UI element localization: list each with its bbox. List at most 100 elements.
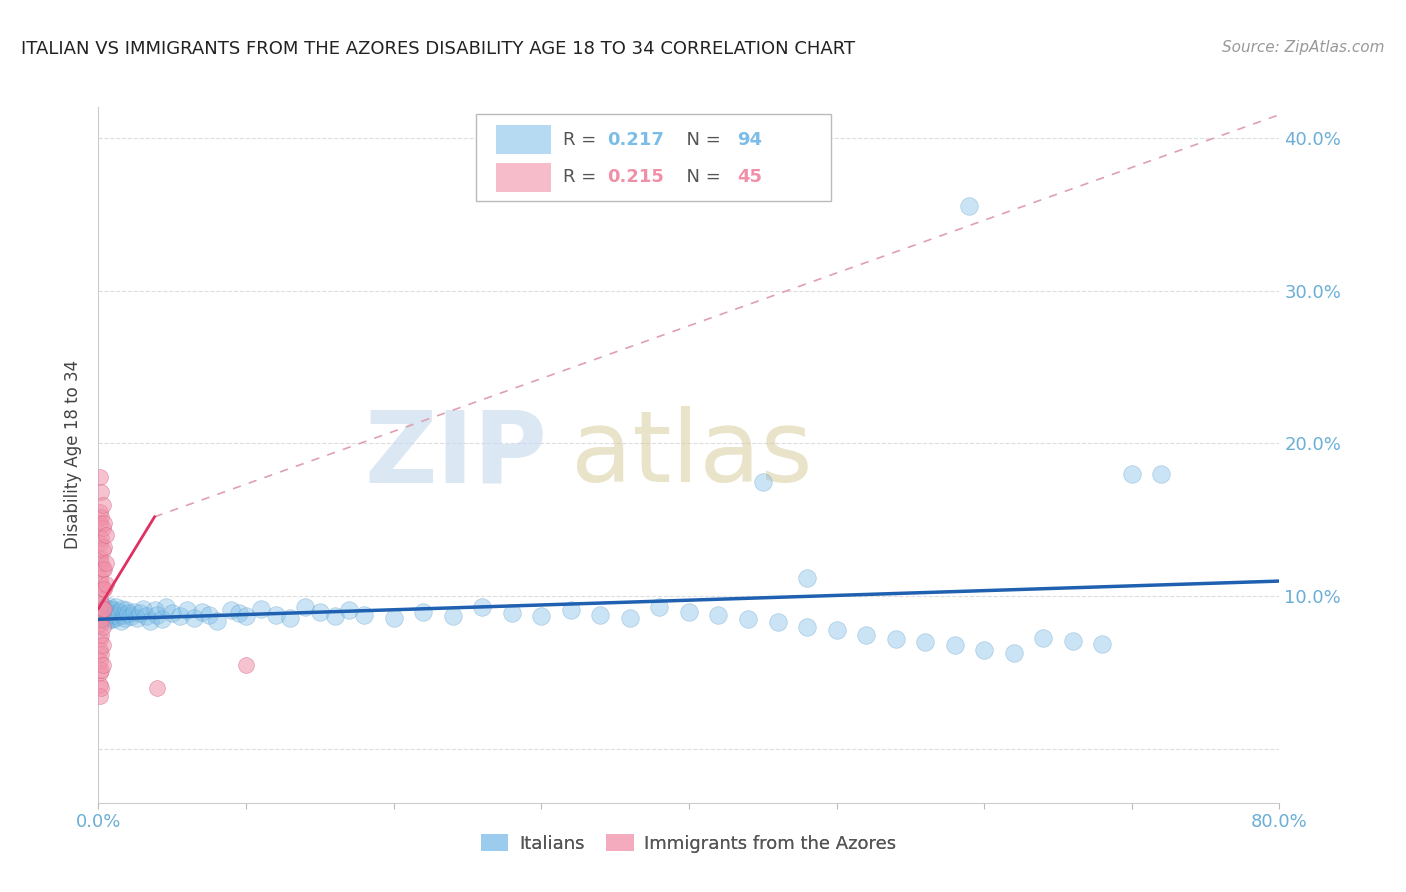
Point <box>339 603 361 617</box>
Point <box>89 689 111 703</box>
Point <box>89 678 111 692</box>
Point <box>943 638 966 652</box>
Point <box>264 607 287 622</box>
Point <box>1150 467 1173 481</box>
Point <box>91 562 114 576</box>
Text: Source: ZipAtlas.com: Source: ZipAtlas.com <box>1222 40 1385 55</box>
Point <box>89 609 111 624</box>
Point <box>250 601 273 615</box>
Point <box>90 485 112 500</box>
Point <box>155 600 177 615</box>
Point <box>205 614 228 628</box>
Point <box>94 603 117 617</box>
Point <box>1002 646 1025 660</box>
Point <box>191 605 214 619</box>
Point <box>105 600 128 615</box>
Text: ITALIAN VS IMMIGRANTS FROM THE AZORES DISABILITY AGE 18 TO 34 CORRELATION CHART: ITALIAN VS IMMIGRANTS FROM THE AZORES DI… <box>21 40 855 58</box>
Text: 45: 45 <box>737 169 762 186</box>
Point <box>110 614 132 628</box>
Point <box>914 635 936 649</box>
Point <box>89 607 111 622</box>
Point <box>973 643 995 657</box>
Point <box>855 627 877 641</box>
Point <box>530 609 553 624</box>
Point <box>120 609 142 624</box>
Point <box>353 607 375 622</box>
Point <box>89 516 111 530</box>
Point <box>162 606 183 620</box>
Point <box>678 605 700 619</box>
Point <box>112 607 135 622</box>
Point <box>825 623 848 637</box>
Point <box>884 632 907 647</box>
Text: 0.215: 0.215 <box>607 169 664 186</box>
Point <box>89 505 111 519</box>
Point <box>235 658 257 673</box>
Point <box>560 603 582 617</box>
Point <box>100 606 122 620</box>
Point <box>221 603 243 617</box>
Point <box>132 601 155 615</box>
Point <box>91 620 114 634</box>
Point <box>90 556 112 570</box>
Point <box>1121 467 1143 481</box>
Point <box>737 612 759 626</box>
Point <box>93 562 115 576</box>
Point <box>1091 637 1114 651</box>
Point <box>94 577 117 591</box>
Point <box>766 615 789 630</box>
Point <box>90 509 112 524</box>
Text: N =: N = <box>675 131 727 149</box>
Point <box>183 611 205 625</box>
Point <box>135 609 157 624</box>
Point <box>97 607 120 622</box>
Point <box>90 607 112 622</box>
Y-axis label: Disability Age 18 to 34: Disability Age 18 to 34 <box>65 360 83 549</box>
Point <box>91 582 114 596</box>
Point <box>90 663 112 677</box>
Point <box>91 520 114 534</box>
FancyBboxPatch shape <box>477 114 831 201</box>
Point <box>91 498 114 512</box>
Point <box>115 603 138 617</box>
Point <box>89 536 111 550</box>
Point <box>796 571 818 585</box>
Point <box>91 611 114 625</box>
Text: N =: N = <box>675 169 727 186</box>
Text: ZIP: ZIP <box>364 407 547 503</box>
Point <box>107 609 129 624</box>
Point <box>91 543 114 558</box>
Point <box>89 654 111 668</box>
FancyBboxPatch shape <box>496 125 551 154</box>
Point <box>128 606 150 620</box>
Point <box>143 603 166 617</box>
Point <box>125 611 148 625</box>
Point <box>108 605 131 619</box>
Point <box>90 627 112 641</box>
Point <box>235 609 257 624</box>
Point <box>93 601 115 615</box>
Point <box>103 607 125 622</box>
Point <box>90 612 112 626</box>
Point <box>100 612 122 626</box>
Point <box>114 611 136 625</box>
Point <box>309 605 332 619</box>
Point <box>139 614 162 628</box>
Point <box>91 603 114 617</box>
Point <box>501 606 523 620</box>
Point <box>146 681 169 695</box>
Point <box>280 611 302 625</box>
Point <box>294 600 316 615</box>
Point <box>117 606 139 620</box>
Point <box>98 601 121 615</box>
Point <box>1062 633 1084 648</box>
Point <box>89 592 111 607</box>
Point <box>91 638 114 652</box>
Point <box>89 632 111 647</box>
Point <box>94 528 117 542</box>
Point <box>96 614 118 628</box>
Point <box>94 556 117 570</box>
Point <box>93 582 115 596</box>
Point <box>89 600 111 615</box>
Point <box>103 603 125 617</box>
